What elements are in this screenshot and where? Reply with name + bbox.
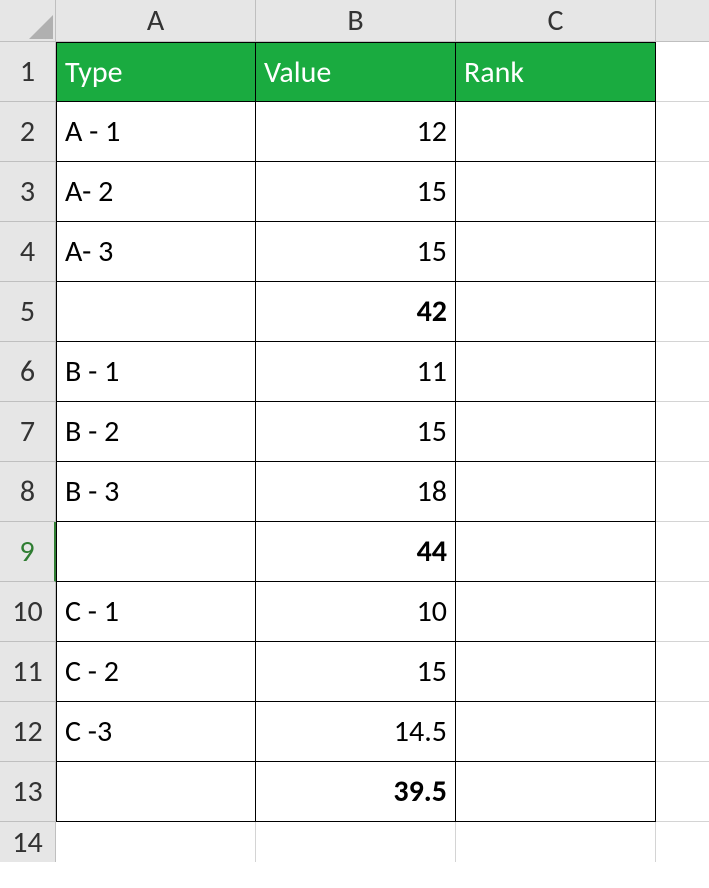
cell-B11[interactable]: 15: [256, 642, 456, 702]
cell-A13[interactable]: [56, 762, 256, 822]
cell-C6[interactable]: [456, 342, 656, 402]
row-header-11[interactable]: 11: [0, 642, 56, 702]
cell-A1[interactable]: Type: [56, 42, 256, 102]
cell-D5[interactable]: [656, 282, 709, 342]
cell-D13[interactable]: [656, 762, 709, 822]
row-header-4[interactable]: 4: [0, 222, 56, 282]
cell-C3[interactable]: [456, 162, 656, 222]
row-header-9[interactable]: 9: [0, 522, 56, 582]
cell-A14[interactable]: [56, 822, 256, 862]
cell-D14[interactable]: [656, 822, 709, 862]
cell-D6[interactable]: [656, 342, 709, 402]
cell-C2[interactable]: [456, 102, 656, 162]
cell-B10[interactable]: 10: [256, 582, 456, 642]
row-header-14[interactable]: 14: [0, 822, 56, 862]
col-header-B[interactable]: B: [256, 0, 456, 42]
row-header-7[interactable]: 7: [0, 402, 56, 462]
cell-D9[interactable]: [656, 522, 709, 582]
cell-A7[interactable]: B - 2: [56, 402, 256, 462]
cell-A6[interactable]: B - 1: [56, 342, 256, 402]
cell-B2[interactable]: 12: [256, 102, 456, 162]
cell-B7[interactable]: 15: [256, 402, 456, 462]
row-header-3[interactable]: 3: [0, 162, 56, 222]
row-header-12[interactable]: 12: [0, 702, 56, 762]
cell-D7[interactable]: [656, 402, 709, 462]
cell-C14[interactable]: [456, 822, 656, 862]
cell-B6[interactable]: 11: [256, 342, 456, 402]
cell-C10[interactable]: [456, 582, 656, 642]
cell-A5[interactable]: [56, 282, 256, 342]
cell-B12[interactable]: 14.5: [256, 702, 456, 762]
cell-D2[interactable]: [656, 102, 709, 162]
cell-C12[interactable]: [456, 702, 656, 762]
row-header-8[interactable]: 8: [0, 462, 56, 522]
cell-A12[interactable]: C -3: [56, 702, 256, 762]
cell-A8[interactable]: B - 3: [56, 462, 256, 522]
cell-D12[interactable]: [656, 702, 709, 762]
cell-A9[interactable]: [56, 522, 256, 582]
row-header-2[interactable]: 2: [0, 102, 56, 162]
cell-B9[interactable]: 44: [256, 522, 456, 582]
select-all-corner[interactable]: [0, 0, 56, 42]
cell-B5[interactable]: 42: [256, 282, 456, 342]
cell-C5[interactable]: [456, 282, 656, 342]
cell-D1[interactable]: [656, 42, 709, 102]
col-header-A[interactable]: A: [56, 0, 256, 42]
cell-D11[interactable]: [656, 642, 709, 702]
cell-C11[interactable]: [456, 642, 656, 702]
row-header-1[interactable]: 1: [0, 42, 56, 102]
col-header-extra[interactable]: [656, 0, 709, 42]
cell-A3[interactable]: A- 2: [56, 162, 256, 222]
cell-C1[interactable]: Rank: [456, 42, 656, 102]
cell-C8[interactable]: [456, 462, 656, 522]
cell-D3[interactable]: [656, 162, 709, 222]
cell-B8[interactable]: 18: [256, 462, 456, 522]
row-header-10[interactable]: 10: [0, 582, 56, 642]
cell-A11[interactable]: C - 2: [56, 642, 256, 702]
cell-B14[interactable]: [256, 822, 456, 862]
cell-A2[interactable]: A - 1: [56, 102, 256, 162]
col-header-C[interactable]: C: [456, 0, 656, 42]
row-header-6[interactable]: 6: [0, 342, 56, 402]
row-header-13[interactable]: 13: [0, 762, 56, 822]
cell-A10[interactable]: C - 1: [56, 582, 256, 642]
cell-B1[interactable]: Value: [256, 42, 456, 102]
cell-C4[interactable]: [456, 222, 656, 282]
cell-B13[interactable]: 39.5: [256, 762, 456, 822]
cell-C7[interactable]: [456, 402, 656, 462]
cell-C13[interactable]: [456, 762, 656, 822]
cell-D8[interactable]: [656, 462, 709, 522]
cell-B4[interactable]: 15: [256, 222, 456, 282]
cell-C9[interactable]: [456, 522, 656, 582]
cell-B3[interactable]: 15: [256, 162, 456, 222]
cell-D10[interactable]: [656, 582, 709, 642]
cell-D4[interactable]: [656, 222, 709, 282]
row-header-5[interactable]: 5: [0, 282, 56, 342]
cell-A4[interactable]: A- 3: [56, 222, 256, 282]
spreadsheet-grid[interactable]: A B C 1 2 3 4 5 6 7 8 9 10 11 12 13 14 T…: [0, 0, 709, 888]
